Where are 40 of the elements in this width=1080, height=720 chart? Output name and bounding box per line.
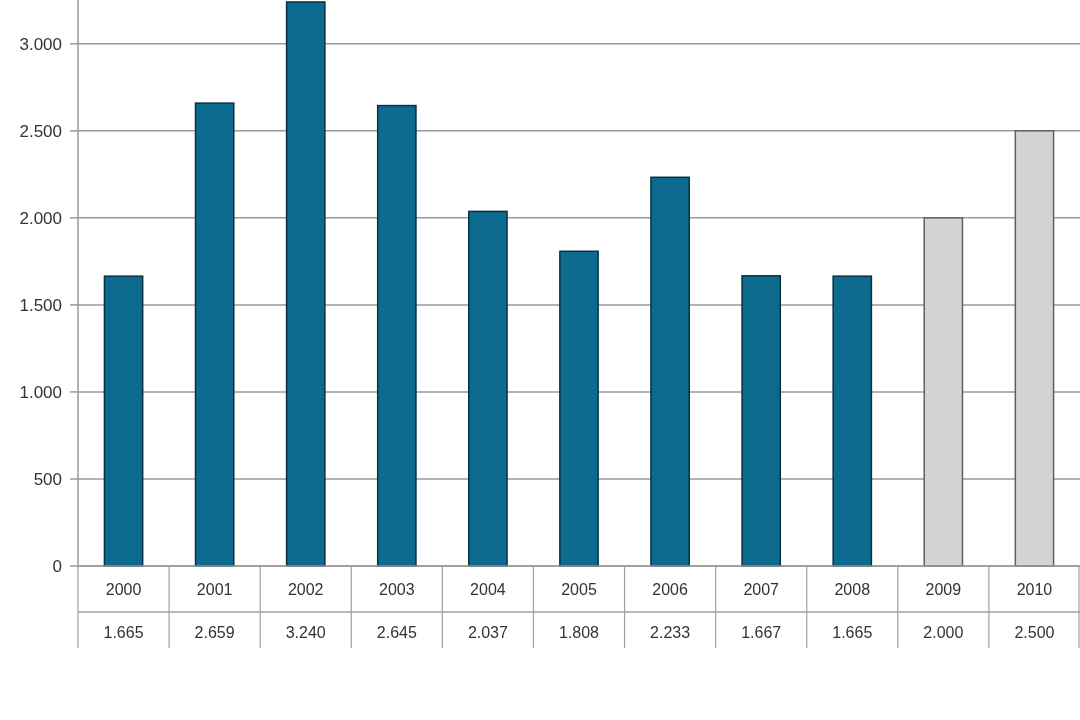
y-tick-label: 1.500 bbox=[19, 295, 62, 315]
bar bbox=[559, 250, 599, 567]
bar bbox=[285, 1, 326, 567]
data-label: 2.645 bbox=[376, 623, 417, 641]
bar bbox=[103, 275, 144, 567]
bar bbox=[650, 176, 690, 567]
bar bbox=[376, 104, 417, 567]
bar bbox=[923, 217, 964, 567]
data-label: 2.233 bbox=[650, 623, 691, 641]
data-label: 1.808 bbox=[558, 623, 600, 641]
bar bbox=[741, 275, 782, 567]
data-label: 1.667 bbox=[741, 623, 782, 641]
data-label: 2.659 bbox=[194, 623, 235, 641]
x-tick-label: 2006 bbox=[652, 580, 688, 598]
x-tick-label: 2008 bbox=[834, 580, 871, 598]
x-tick-label: 2004 bbox=[470, 580, 506, 598]
data-label: 2.000 bbox=[923, 623, 964, 641]
x-tick-label: 2003 bbox=[379, 580, 415, 598]
data-label: 2.500 bbox=[1014, 623, 1055, 641]
data-label: 3.240 bbox=[285, 623, 326, 641]
x-tick-label: 2000 bbox=[105, 580, 142, 598]
x-tick-label: 2007 bbox=[743, 580, 780, 598]
bar bbox=[194, 102, 235, 567]
y-tick-label: 500 bbox=[33, 469, 62, 489]
y-tick-label: 3.000 bbox=[19, 34, 62, 54]
x-tick-label: 2001 bbox=[196, 580, 233, 598]
data-label: 1.665 bbox=[103, 623, 144, 641]
x-tick-label: 2005 bbox=[561, 580, 597, 598]
y-tick-label: 2.000 bbox=[19, 208, 62, 228]
x-tick-label: 2002 bbox=[287, 580, 324, 598]
bar bbox=[832, 275, 873, 567]
data-label: 2.037 bbox=[467, 623, 509, 641]
x-tick-label: 2009 bbox=[925, 580, 962, 598]
x-tick-label: 2010 bbox=[1016, 580, 1053, 598]
y-tick-label: 2.500 bbox=[19, 121, 62, 141]
bar bbox=[1014, 130, 1055, 567]
y-tick-label: 1.000 bbox=[19, 382, 62, 402]
bar bbox=[468, 210, 508, 567]
data-label: 1.665 bbox=[832, 623, 873, 641]
y-tick-label: 0 bbox=[52, 556, 62, 576]
